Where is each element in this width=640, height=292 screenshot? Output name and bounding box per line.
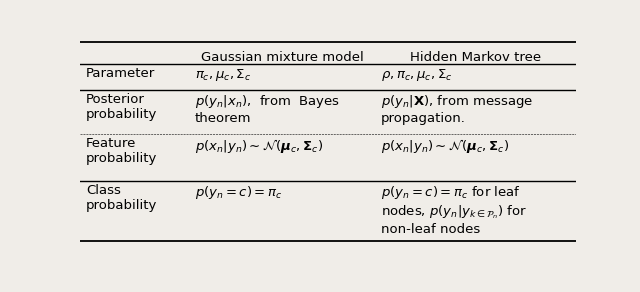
Text: $p(y_n|x_n)$,  from  Bayes
theorem: $p(y_n|x_n)$, from Bayes theorem	[195, 93, 340, 125]
Text: Class
probability: Class probability	[86, 184, 157, 212]
Text: Hidden Markov tree: Hidden Markov tree	[410, 51, 541, 64]
Text: $\pi_c, \mu_c, \Sigma_c$: $\pi_c, \mu_c, \Sigma_c$	[195, 67, 252, 83]
Text: $p(y_n|\mathbf{X})$, from message
propagation.: $p(y_n|\mathbf{X})$, from message propag…	[381, 93, 533, 125]
Text: $p(y_n = c) = \pi_c$ for leaf
nodes, $p(y_n|y_{k \in \mathcal{P}_n})$ for
non-le: $p(y_n = c) = \pi_c$ for leaf nodes, $p(…	[381, 184, 527, 236]
Text: $p(y_n = c) = \pi_c$: $p(y_n = c) = \pi_c$	[195, 184, 283, 201]
Text: $p(x_n|y_n) \sim \mathcal{N}(\boldsymbol{\mu}_c, \boldsymbol{\Sigma}_c)$: $p(x_n|y_n) \sim \mathcal{N}(\boldsymbol…	[381, 137, 509, 155]
Text: $p(x_n|y_n) \sim \mathcal{N}(\boldsymbol{\mu}_c, \boldsymbol{\Sigma}_c)$: $p(x_n|y_n) \sim \mathcal{N}(\boldsymbol…	[195, 137, 323, 155]
Text: Feature
probability: Feature probability	[86, 137, 157, 165]
Text: Parameter: Parameter	[86, 67, 156, 80]
Text: Posterior
probability: Posterior probability	[86, 93, 157, 121]
Text: Gaussian mixture model: Gaussian mixture model	[201, 51, 364, 64]
Text: $\rho, \pi_c, \mu_c, \Sigma_c$: $\rho, \pi_c, \mu_c, \Sigma_c$	[381, 67, 452, 83]
